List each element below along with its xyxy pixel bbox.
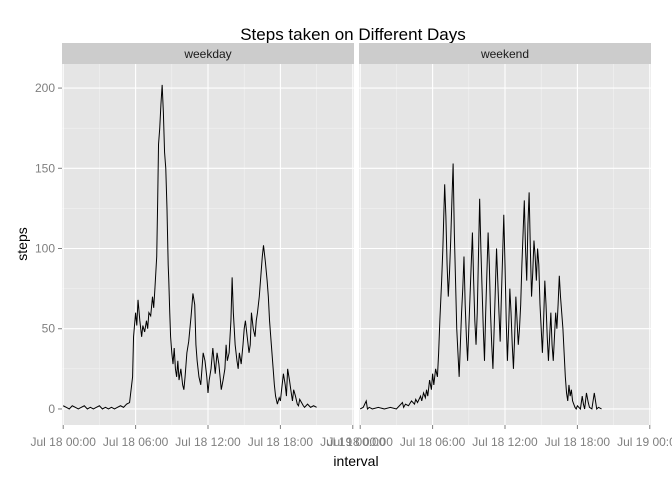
x-tick-label-weekend: Jul 18 06:00 <box>400 435 466 449</box>
y-tick-label: 150 <box>35 161 55 175</box>
x-tick-label-weekend: Jul 18 00:00 <box>328 435 394 449</box>
y-tick-label: 0 <box>48 402 55 416</box>
x-tick-label-weekend: Jul 19 00:00 <box>617 435 672 449</box>
facet-panel-weekday: weekday <box>62 43 354 425</box>
x-tick-label-weekday: Jul 18 18:00 <box>248 435 314 449</box>
y-tick-label: 200 <box>35 81 55 95</box>
y-axis-title: steps <box>14 227 30 260</box>
x-tick-label-weekday: Jul 18 06:00 <box>103 435 169 449</box>
facet-panel-weekend: weekend <box>359 43 651 425</box>
x-tick-label-weekday: Jul 19 00:00 <box>320 435 386 449</box>
y-tick-label: 100 <box>35 242 55 256</box>
x-axis: Jul 18 00:00 Jul 18 06:00 Jul 18 12:00 Jul … <box>31 425 672 449</box>
x-tick-label-weekday: Jul 18 12:00 <box>175 435 241 449</box>
facet-label-weekday: weekday <box>183 47 231 61</box>
x-axis-title: interval <box>333 453 378 469</box>
facet-label-weekend: weekend <box>480 47 529 61</box>
facet-strip-weekday <box>62 43 354 64</box>
y-tick-label: 50 <box>42 322 56 336</box>
x-tick-label-weekend: Jul 18 18:00 <box>545 435 611 449</box>
line-series-weekend <box>359 163 602 411</box>
x-tick-label-weekday: Jul 18 00:00 <box>31 435 97 449</box>
line-series-weekday <box>62 84 317 410</box>
x-tick-label-weekend: Jul 18 12:00 <box>472 435 538 449</box>
major-gridlines-weekday <box>62 64 354 425</box>
y-axis: 0 50 100 150 200 <box>35 81 62 416</box>
chart-title: Steps taken on Different Days <box>240 25 466 44</box>
facet-strip-weekend <box>359 43 651 64</box>
